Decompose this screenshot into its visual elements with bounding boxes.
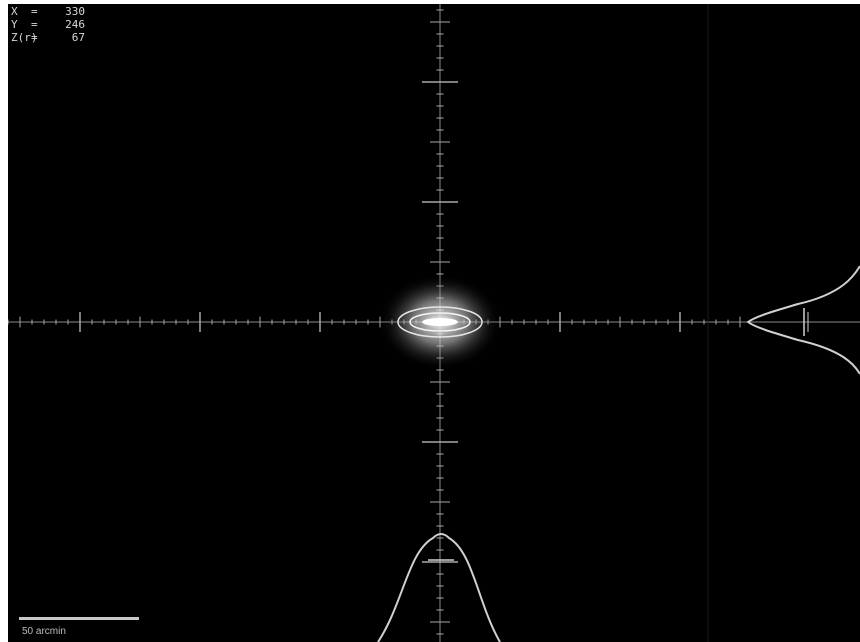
beam-core xyxy=(422,318,458,326)
readout-key: Y xyxy=(11,18,18,31)
scale-bar xyxy=(19,617,139,620)
readout-equals: = xyxy=(31,31,38,44)
readout-equals: = xyxy=(31,18,38,31)
horizontal-profile-curve xyxy=(377,533,501,642)
scale-bar-label: 50 arcmin xyxy=(22,626,66,637)
cursor-readout: X = 330 Y = 246 Z(r)= 67 xyxy=(11,5,85,44)
readout-value: 330 xyxy=(65,5,85,18)
readout-equals: = xyxy=(31,5,38,18)
vertical-profile-curve xyxy=(746,265,860,375)
beam-profile-viewport[interactable]: X = 330 Y = 246 Z(r)= 67 50 arcmin xyxy=(8,4,860,642)
readout-row-z: Z(r)= 67 xyxy=(11,31,85,44)
readout-row-x: X = 330 xyxy=(11,5,85,18)
readout-key: Z(r) xyxy=(11,31,38,44)
readout-value: 246 xyxy=(65,18,85,31)
beam-contour-inner xyxy=(409,312,471,332)
beam-profile-plot xyxy=(8,4,860,642)
readout-value: 67 xyxy=(71,31,85,44)
readout-key: X xyxy=(11,5,18,18)
readout-row-y: Y = 246 xyxy=(11,18,85,31)
beam-contour-outer xyxy=(397,306,483,338)
